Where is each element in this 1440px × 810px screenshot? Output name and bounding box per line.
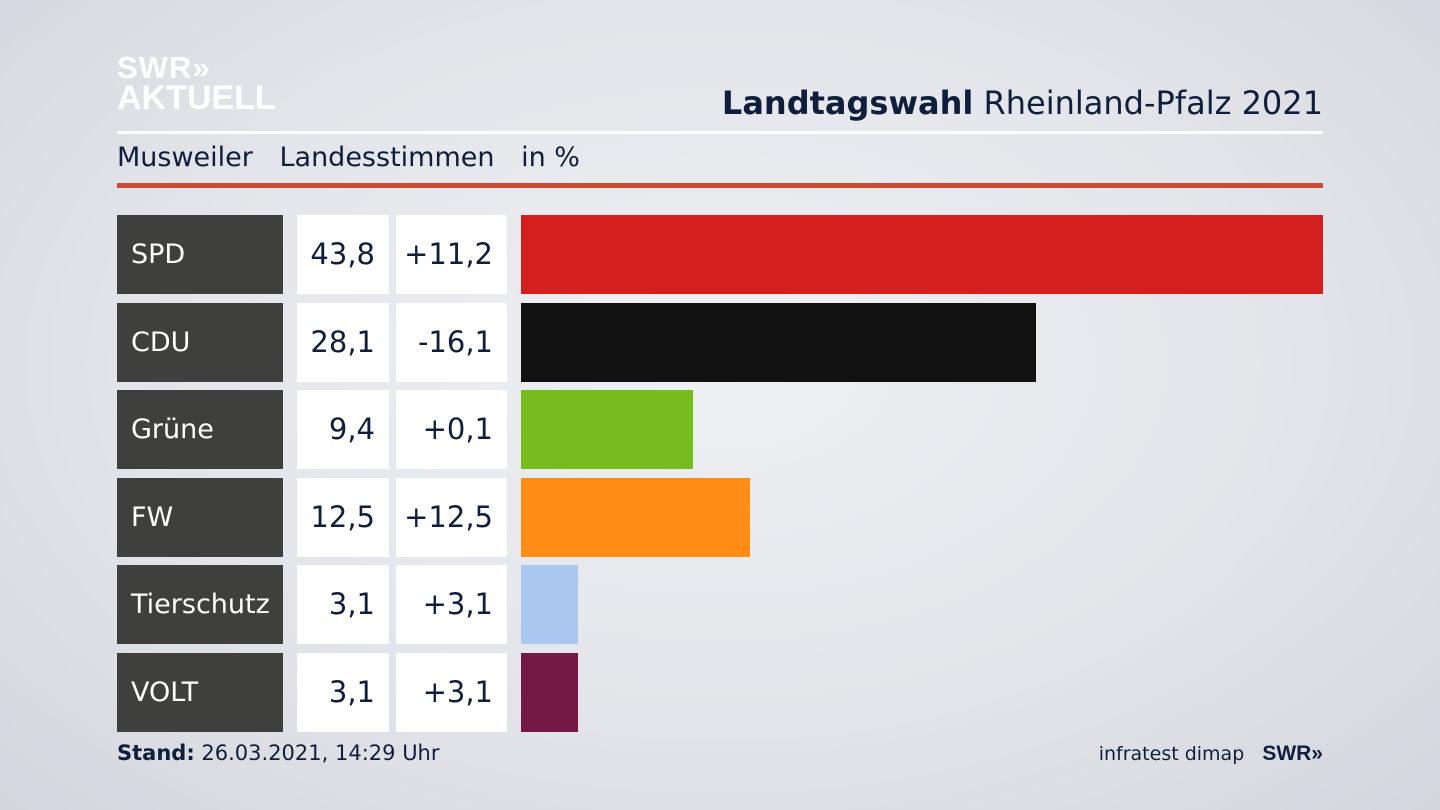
unit-label: in % <box>521 142 580 173</box>
stand-label: Stand: <box>117 741 195 765</box>
vote-share-label: 9,4 <box>297 390 389 469</box>
chart-row: FW 12,5 +12,5 <box>0 477 1440 557</box>
party-label: FW <box>117 477 283 557</box>
change-label: +3,1 <box>396 565 507 644</box>
source-label: infratest dimap <box>1098 743 1245 765</box>
title-bold: Landtagswahl <box>721 84 974 122</box>
party-label: VOLT <box>117 652 283 732</box>
bar <box>521 477 750 557</box>
timestamp: Stand: 26.03.2021, 14:29 Uhr <box>117 741 440 765</box>
change-label: +12,5 <box>396 477 507 557</box>
page-title: Landtagswahl Rheinland-Pfalz 2021 <box>722 84 1323 122</box>
party-label: Grüne <box>117 390 283 469</box>
bar <box>521 302 1036 382</box>
header-divider <box>117 131 1323 134</box>
party-label: CDU <box>117 302 283 382</box>
swr-aktuell-logo: SWR» AKTUELL <box>117 50 276 117</box>
vote-share-label: 28,1 <box>297 302 389 382</box>
swr-brand-logo: SWR» <box>1262 742 1323 765</box>
change-label: -16,1 <box>396 302 507 382</box>
bar <box>521 652 578 732</box>
chart-row: VOLT 3,1 +3,1 <box>0 652 1440 732</box>
chart-row: Grüne 9,4 +0,1 <box>0 390 1440 469</box>
vote-share-label: 3,1 <box>297 652 389 732</box>
change-label: +11,2 <box>396 215 507 294</box>
vote-share-label: 43,8 <box>297 215 389 294</box>
stand-value: 26.03.2021, 14:29 Uhr <box>201 741 440 765</box>
bar <box>521 215 1323 294</box>
subtitle: Musweiler Landesstimmen in % <box>117 142 598 173</box>
place-label: Musweiler <box>117 142 253 173</box>
vote-share-label: 3,1 <box>297 565 389 644</box>
party-label: Tierschutz <box>117 565 283 644</box>
chart-row: SPD 43,8 +11,2 <box>0 215 1440 294</box>
change-label: +3,1 <box>396 652 507 732</box>
accent-divider <box>117 183 1323 188</box>
bar <box>521 565 578 644</box>
party-label: SPD <box>117 215 283 294</box>
chart-row: CDU 28,1 -16,1 <box>0 302 1440 382</box>
chart-row: Tierschutz 3,1 +3,1 <box>0 565 1440 644</box>
metric-label: Landesstimmen <box>279 142 495 173</box>
title-rest: Rheinland-Pfalz 2021 <box>983 84 1323 122</box>
change-label: +0,1 <box>396 390 507 469</box>
vote-share-label: 12,5 <box>297 477 389 557</box>
bar <box>521 390 693 469</box>
source-credit: infratest dimap SWR» <box>1099 742 1323 766</box>
